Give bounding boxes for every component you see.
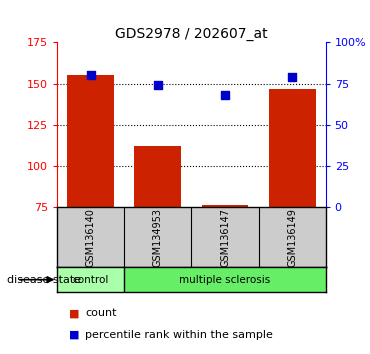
Text: multiple sclerosis: multiple sclerosis — [179, 275, 270, 285]
Text: GSM134953: GSM134953 — [153, 208, 163, 267]
Text: ■: ■ — [69, 308, 79, 318]
Bar — [124, 267, 326, 292]
Bar — [202, 205, 249, 207]
Point — [289, 74, 295, 80]
Point — [155, 82, 161, 88]
Point — [88, 73, 94, 78]
Text: ■: ■ — [69, 330, 79, 339]
Text: GSM136149: GSM136149 — [287, 208, 297, 267]
Text: control: control — [73, 275, 109, 285]
Point — [222, 92, 228, 98]
Bar — [67, 75, 114, 207]
Bar — [57, 267, 124, 292]
Text: GSM136140: GSM136140 — [86, 208, 96, 267]
Text: GSM136147: GSM136147 — [220, 208, 230, 267]
Bar — [269, 88, 316, 207]
Title: GDS2978 / 202607_at: GDS2978 / 202607_at — [115, 28, 268, 41]
Text: percentile rank within the sample: percentile rank within the sample — [85, 330, 273, 339]
Text: disease state: disease state — [7, 275, 81, 285]
Text: count: count — [85, 308, 117, 318]
Bar — [134, 146, 181, 207]
